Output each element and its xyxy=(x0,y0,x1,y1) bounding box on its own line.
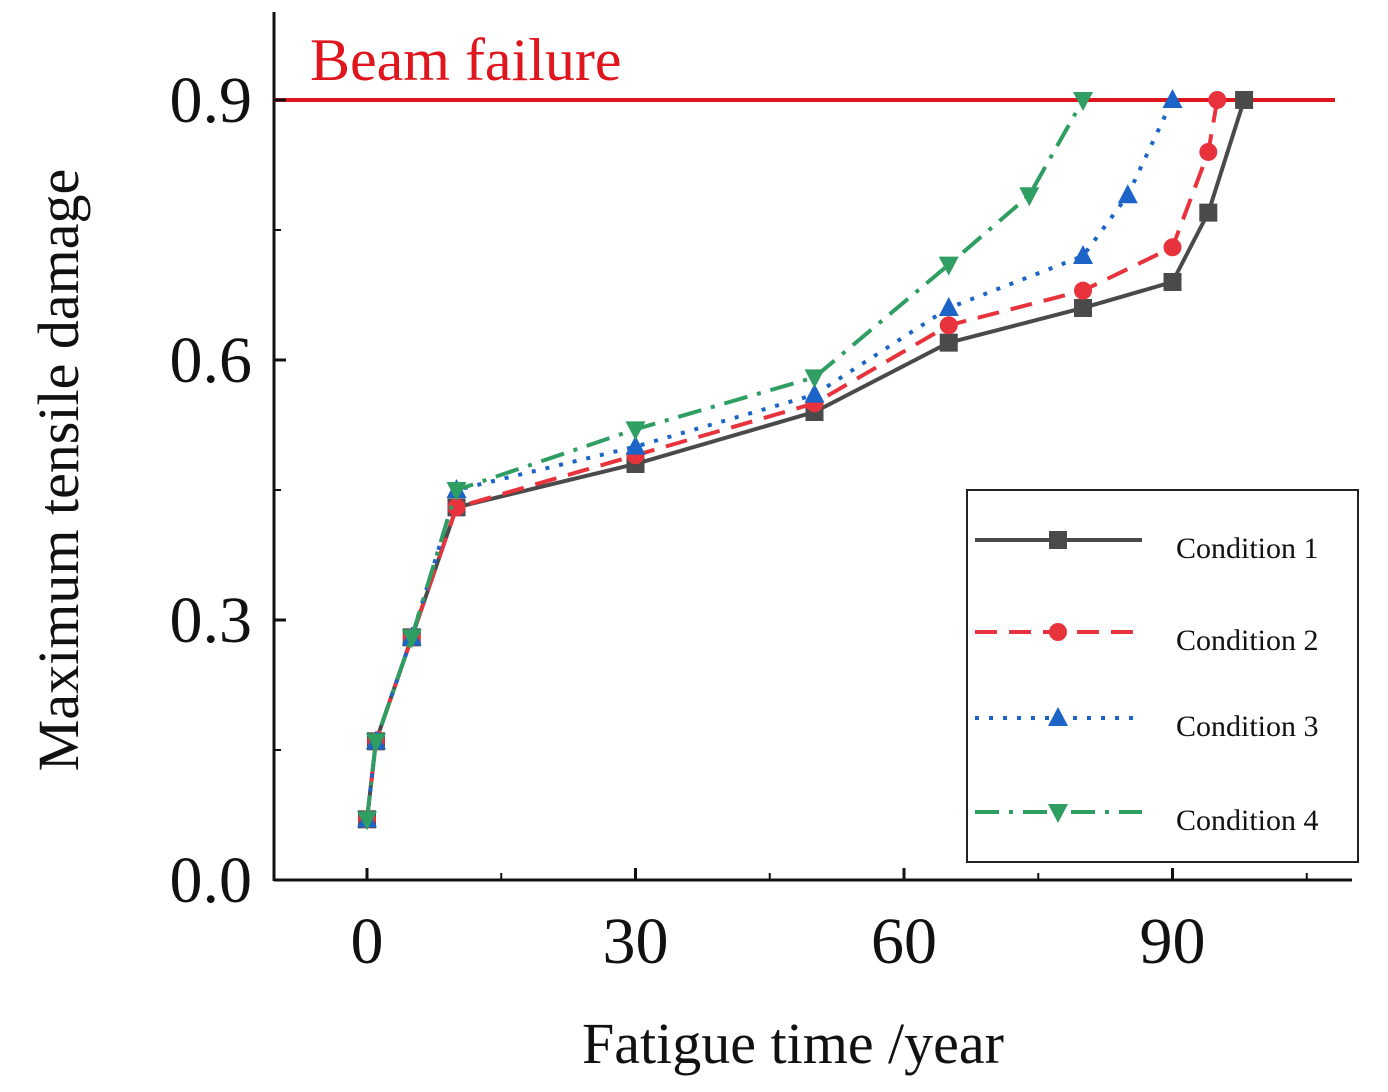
data-point xyxy=(1208,90,1227,109)
legend-box xyxy=(966,489,1359,863)
legend-swatch-marker xyxy=(1049,531,1067,549)
data-point xyxy=(1117,184,1138,204)
data-point xyxy=(1162,88,1183,108)
data-point xyxy=(939,333,958,352)
y-tick-label: 0.9 xyxy=(170,64,253,137)
x-tick-label: 0 xyxy=(351,905,384,978)
legend-label: Condition 1 xyxy=(1176,532,1319,565)
legend: Condition 1 Condition 2 Condition 3 Conditi… xyxy=(975,531,1319,837)
legend-label: Condition 4 xyxy=(1176,804,1319,837)
legend-swatch-marker xyxy=(1048,707,1068,726)
data-point xyxy=(1235,90,1254,109)
ticks: 0 30 60 90 0.0 0.3 0.6 0.9 xyxy=(170,64,1308,978)
data-point xyxy=(1199,142,1218,161)
x-tick-label: 30 xyxy=(603,905,669,978)
data-point xyxy=(1019,187,1040,207)
data-point xyxy=(1163,272,1182,291)
data-point xyxy=(625,421,646,441)
legend-label: Condition 2 xyxy=(1176,624,1319,657)
legend-swatch-marker xyxy=(1049,623,1067,641)
data-point xyxy=(625,435,646,455)
data-point xyxy=(1073,244,1093,264)
data-point xyxy=(1199,203,1218,222)
data-point xyxy=(804,383,825,403)
data-point xyxy=(938,256,959,276)
data-point xyxy=(401,629,422,649)
legend-swatch-marker xyxy=(1048,804,1068,823)
series xyxy=(357,88,1254,831)
data-point xyxy=(365,733,386,753)
data-point xyxy=(939,316,958,335)
data-point xyxy=(446,481,467,501)
legend-label: Condition 3 xyxy=(1176,710,1319,743)
data-point xyxy=(1074,281,1092,300)
data-point xyxy=(1073,91,1093,111)
y-axis-title: Maximum tensile damage xyxy=(26,169,91,771)
series-line xyxy=(365,99,1175,820)
y-tick-label: 0.0 xyxy=(170,844,253,917)
beam-failure-label: Beam failure xyxy=(310,27,622,93)
data-point xyxy=(357,811,377,831)
series-4 xyxy=(357,91,1093,831)
data-point xyxy=(447,498,466,517)
data-point xyxy=(1074,298,1092,317)
y-tick-label: 0.6 xyxy=(170,324,253,397)
x-axis-title: Fatigue time /year xyxy=(582,1011,1004,1076)
data-point xyxy=(1163,238,1182,257)
y-tick-label: 0.3 xyxy=(170,584,253,657)
x-tick-label: 90 xyxy=(1140,905,1206,978)
data-point xyxy=(804,369,825,389)
data-point xyxy=(938,296,959,316)
x-tick-label: 60 xyxy=(871,905,937,978)
